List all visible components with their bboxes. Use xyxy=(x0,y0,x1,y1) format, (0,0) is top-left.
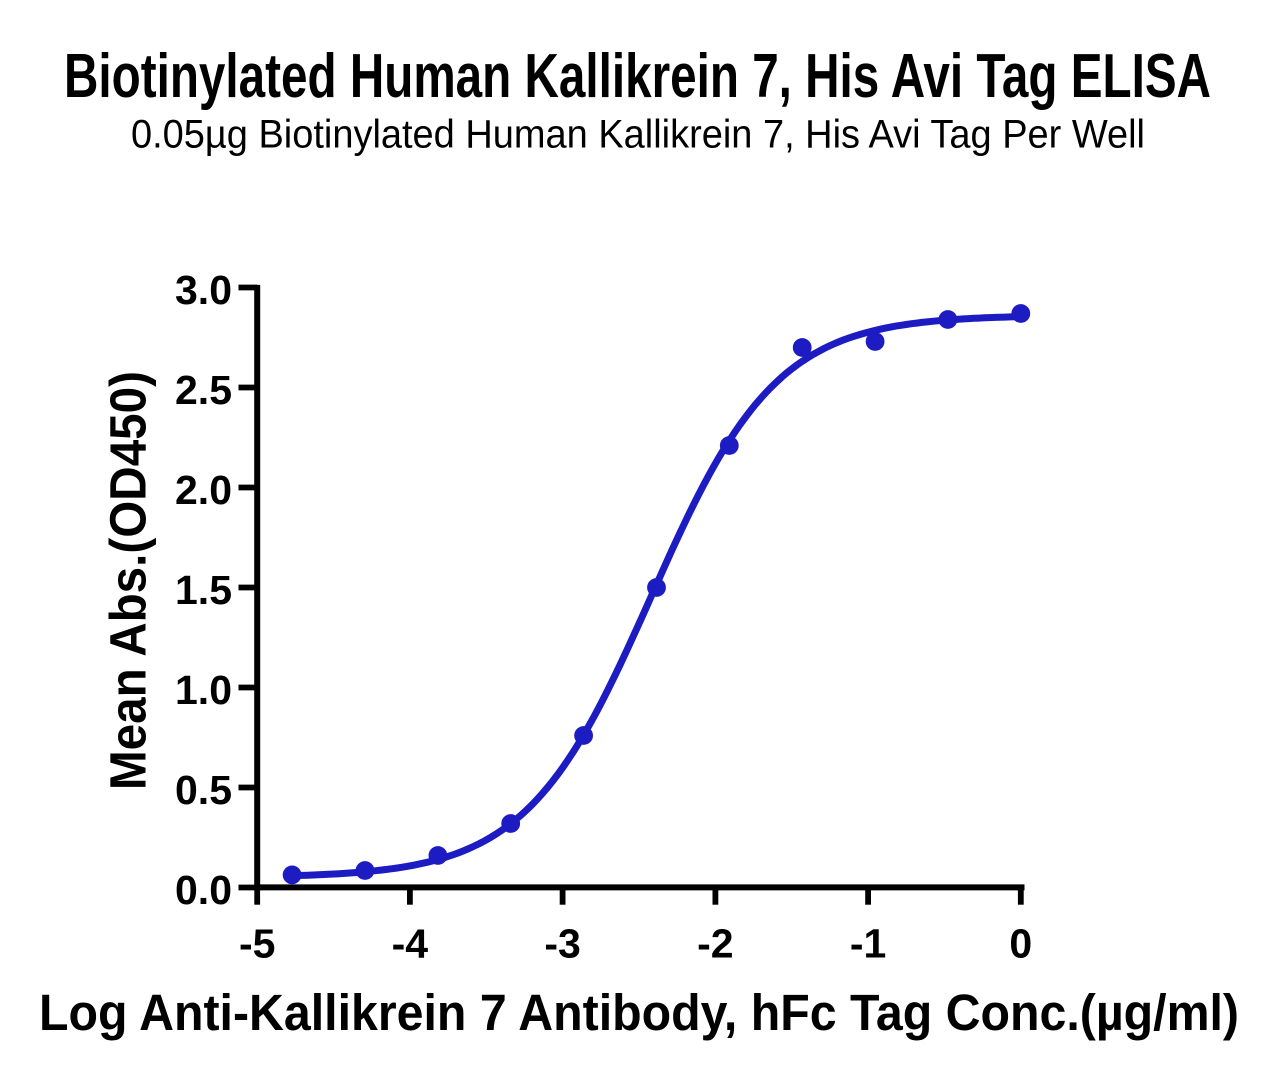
svg-text:2.0: 2.0 xyxy=(175,467,232,513)
svg-text:0.5: 0.5 xyxy=(175,767,232,813)
svg-text:3.0: 3.0 xyxy=(175,267,232,313)
svg-text:0.05µg Biotinylated Human Kall: 0.05µg Biotinylated Human Kallikrein 7, … xyxy=(131,113,1145,157)
svg-text:2.5: 2.5 xyxy=(175,367,232,413)
svg-text:-1: -1 xyxy=(850,921,886,967)
svg-text:-5: -5 xyxy=(239,921,275,967)
svg-text:0: 0 xyxy=(1009,921,1032,967)
svg-text:-3: -3 xyxy=(544,921,580,967)
svg-text:-2: -2 xyxy=(697,921,733,967)
svg-text:Mean Abs.(OD450): Mean Abs.(OD450) xyxy=(100,371,157,790)
svg-text:0.0: 0.0 xyxy=(175,867,232,913)
svg-text:1.5: 1.5 xyxy=(175,567,232,613)
svg-text:Log Anti-Kallikrein 7 Antibody: Log Anti-Kallikrein 7 Antibody, hFc Tag … xyxy=(39,984,1239,1041)
svg-text:1.0: 1.0 xyxy=(175,667,232,713)
svg-text:-4: -4 xyxy=(392,921,429,967)
svg-text:Biotinylated Human Kallikrein: Biotinylated Human Kallikrein 7, His Avi… xyxy=(64,42,1211,111)
